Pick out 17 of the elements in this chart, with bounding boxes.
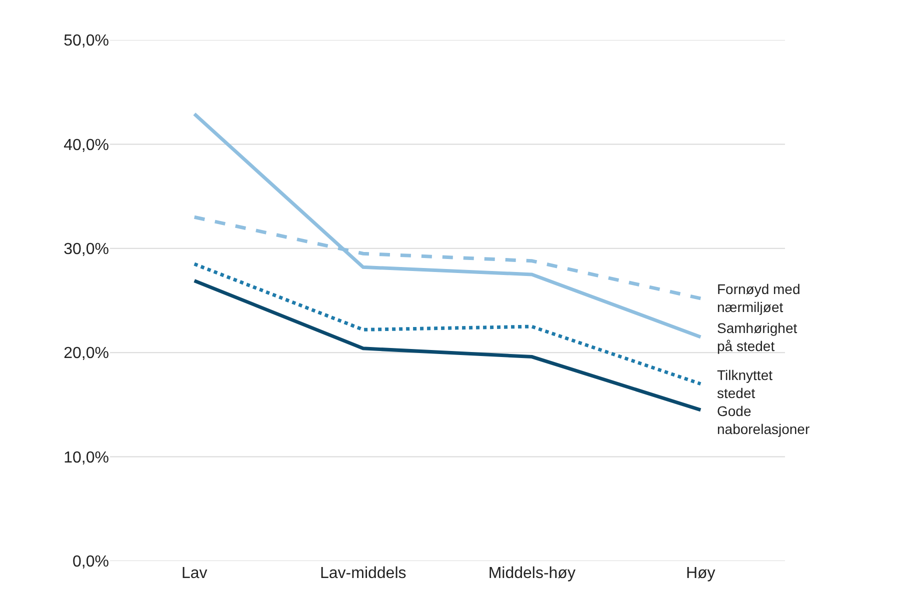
line-series [192, 112, 702, 339]
series-label: Gode naborelasjoner [717, 403, 810, 438]
line-series [192, 278, 702, 412]
x-tick-label: Lav-middels [320, 565, 406, 582]
y-tick-label: 40,0% [64, 136, 109, 154]
x-tick-label: Høy [686, 565, 716, 582]
line-series [192, 262, 702, 386]
y-tick-label: 50,0% [64, 32, 109, 50]
y-tick-label: 30,0% [64, 241, 109, 258]
series-label: Tilknyttet stedet [717, 367, 773, 402]
y-tick-label: 20,0% [64, 345, 109, 362]
series-label: Fornøyd med nærmiljøet [717, 281, 800, 316]
x-tick-label: Middels-høy [488, 565, 576, 582]
series-label: Samhørighet på stedet [717, 320, 798, 354]
x-tick-label: Lav [181, 565, 208, 582]
y-tick-label: 10,0% [64, 449, 109, 466]
y-tick-label: 0,0% [72, 554, 109, 571]
